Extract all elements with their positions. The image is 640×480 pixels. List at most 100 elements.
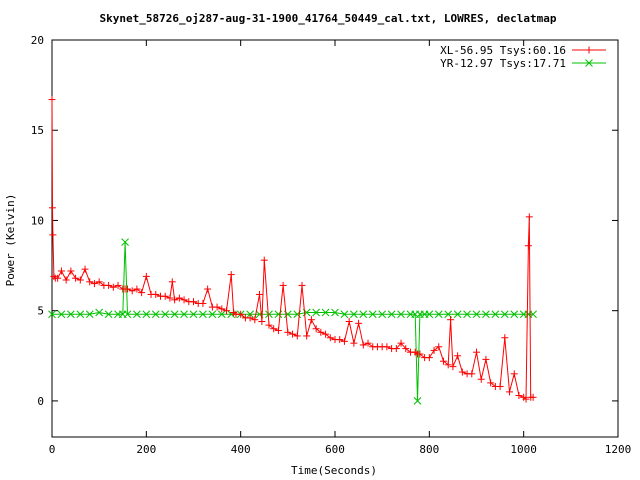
- data-point: [121, 238, 129, 246]
- data-point: [416, 350, 424, 358]
- data-point: [383, 343, 391, 351]
- data-point: [284, 328, 292, 336]
- data-point: [350, 310, 358, 319]
- data-point: [307, 316, 315, 324]
- data-point: [303, 332, 311, 340]
- data-point: [189, 310, 198, 319]
- data-point: [472, 310, 481, 319]
- x-tick-label: 400: [231, 443, 251, 456]
- data-point: [265, 310, 273, 319]
- data-point: [321, 308, 330, 317]
- data-point: [123, 310, 132, 319]
- data-point: [104, 310, 113, 319]
- chart-title: Skynet_58726_oj287-aug-31-1900_41764_504…: [100, 12, 557, 25]
- data-point: [67, 310, 75, 319]
- series-layer: [48, 96, 537, 405]
- data-point: [161, 292, 169, 300]
- y-tick-label: 5: [37, 305, 44, 318]
- data-point: [95, 278, 103, 286]
- data-point: [340, 310, 349, 319]
- data-point: [482, 310, 490, 319]
- data-point: [227, 271, 235, 279]
- data-point: [413, 397, 422, 405]
- legend-swatch: [572, 59, 606, 67]
- y-axis-label: Power (Kelvin): [4, 194, 17, 287]
- data-point: [49, 231, 57, 239]
- data-point: [123, 285, 131, 293]
- data-point: [368, 310, 377, 319]
- data-point: [166, 294, 174, 302]
- data-point: [430, 346, 438, 354]
- data-point: [50, 272, 58, 280]
- data-point: [298, 281, 306, 289]
- data-point: [585, 46, 593, 54]
- data-point: [447, 316, 455, 324]
- data-point: [378, 310, 387, 319]
- data-point: [279, 281, 287, 289]
- data-point: [387, 310, 396, 319]
- data-point: [293, 332, 301, 340]
- series-yr: [48, 238, 537, 405]
- data-point: [482, 355, 490, 363]
- data-point: [114, 281, 122, 289]
- data-point: [510, 370, 518, 378]
- x-tick-label: 0: [49, 443, 56, 456]
- x-tick-label: 1200: [605, 443, 632, 456]
- data-point: [133, 285, 141, 293]
- data-point: [171, 296, 179, 304]
- data-point: [453, 310, 462, 319]
- data-point: [289, 330, 297, 338]
- data-point: [237, 310, 245, 318]
- data-point: [48, 96, 56, 104]
- data-point: [128, 287, 136, 295]
- data-point: [500, 310, 509, 319]
- data-point: [434, 310, 443, 319]
- data-point: [397, 339, 405, 347]
- data-point: [274, 327, 282, 335]
- data-point: [322, 330, 330, 338]
- x-tick-label: 200: [136, 443, 156, 456]
- data-point: [258, 318, 266, 326]
- data-point: [142, 310, 151, 319]
- data-point: [180, 296, 188, 304]
- data-point: [270, 325, 278, 333]
- data-point: [359, 310, 368, 319]
- data-point: [515, 391, 523, 399]
- data-point: [86, 278, 94, 286]
- x-tick-label: 600: [325, 443, 345, 456]
- data-point: [152, 290, 160, 298]
- y-tick-label: 10: [31, 214, 44, 227]
- data-point: [175, 294, 183, 302]
- series-line: [52, 242, 534, 401]
- data-point: [454, 352, 462, 360]
- data-point: [48, 310, 56, 319]
- data-point: [392, 345, 400, 353]
- data-point: [138, 289, 146, 297]
- data-point: [76, 276, 84, 284]
- data-point: [487, 379, 495, 387]
- data-point: [425, 354, 433, 362]
- data-point: [199, 310, 207, 319]
- data-point: [48, 204, 56, 212]
- x-tick-label: 1000: [510, 443, 537, 456]
- axis-ticks: 0 200 400 600 800 1000 1200 0 5 10 15 20: [31, 34, 632, 456]
- data-point: [223, 307, 231, 315]
- data-point: [425, 310, 434, 319]
- data-point: [199, 299, 207, 307]
- data-point: [312, 308, 320, 317]
- x-axis-label: Time(Seconds): [291, 464, 377, 477]
- data-point: [142, 272, 150, 280]
- data-point: [345, 318, 353, 326]
- data-point: [76, 310, 85, 319]
- data-point: [109, 283, 117, 291]
- data-point: [251, 316, 259, 324]
- data-point: [72, 274, 80, 282]
- data-point: [331, 308, 339, 317]
- data-point: [473, 348, 480, 356]
- legend: XL-56.95 Tsys:60.16 YR-12.97 Tsys:17.71: [440, 44, 606, 70]
- data-point: [105, 281, 113, 289]
- data-point: [95, 308, 104, 317]
- data-point: [190, 298, 197, 306]
- data-point: [312, 325, 320, 333]
